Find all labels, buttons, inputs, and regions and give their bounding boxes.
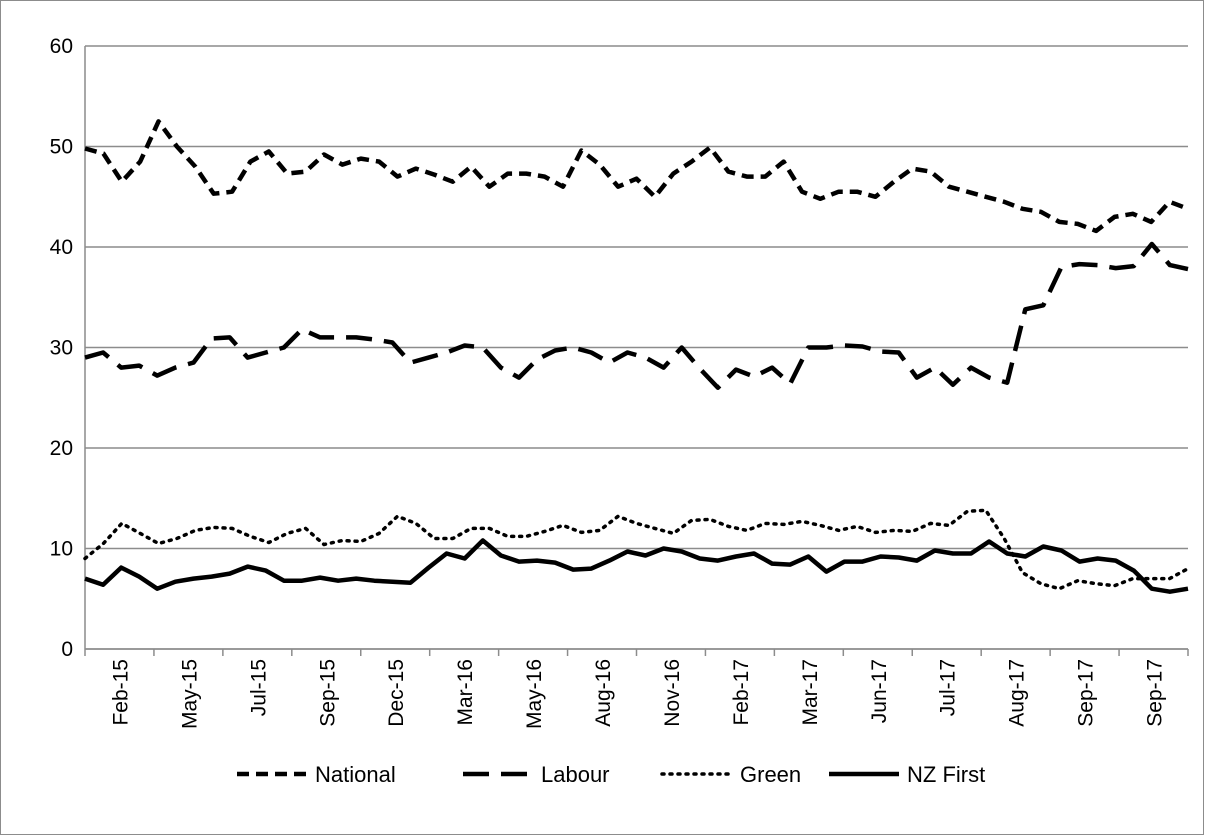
x-tick-label: Nov-16 [661,659,684,727]
series-lines [83,119,1190,594]
y-tick-label: 50 [50,136,73,159]
x-tick-label: Sep-17 [1144,659,1167,727]
x-tick-label: Jul-17 [937,659,960,716]
axes: 0 10 20 30 40 50 60 Feb-15 May-15 Jul-15 Sep-15 Dec… [50,35,1189,729]
series-line-national [84,119,1189,234]
x-tick-label: May-15 [178,659,201,729]
y-tick-label: 10 [50,538,73,561]
x-tick-label: Dec-15 [385,659,408,727]
x-tick-label: Jun-17 [868,659,891,723]
series-line-green [83,508,1190,591]
legend: National Labour Green NZ First [237,762,985,787]
y-tick-label: 0 [61,638,73,661]
y-tick-label: 20 [50,437,73,460]
x-tick-label: Feb-15 [109,659,132,726]
x-tick-label: Mar-17 [799,659,822,726]
x-tick-label: Jul-15 [247,659,270,716]
x-tick-label: Aug-17 [1006,659,1029,727]
x-tick-label: May-16 [523,659,546,729]
x-tick-label: Sep-17 [1075,659,1098,727]
gridlines [85,45,1188,650]
y-tick-label: 30 [50,337,73,360]
legend-label: National [315,762,396,787]
x-tick-label: Sep-15 [316,659,339,727]
x-tick-label: Feb-17 [730,659,753,726]
legend-label: Labour [541,762,610,787]
legend-label: Green [740,762,801,787]
legend-label: NZ First [907,762,985,787]
series-line-labour [84,241,1189,390]
x-tick-label: Mar-16 [454,659,477,726]
y-tick-label: 60 [50,35,73,58]
y-tick-label: 40 [50,236,73,259]
series-line-nz-first [84,538,1189,594]
x-tick-label: Aug-16 [592,659,615,727]
